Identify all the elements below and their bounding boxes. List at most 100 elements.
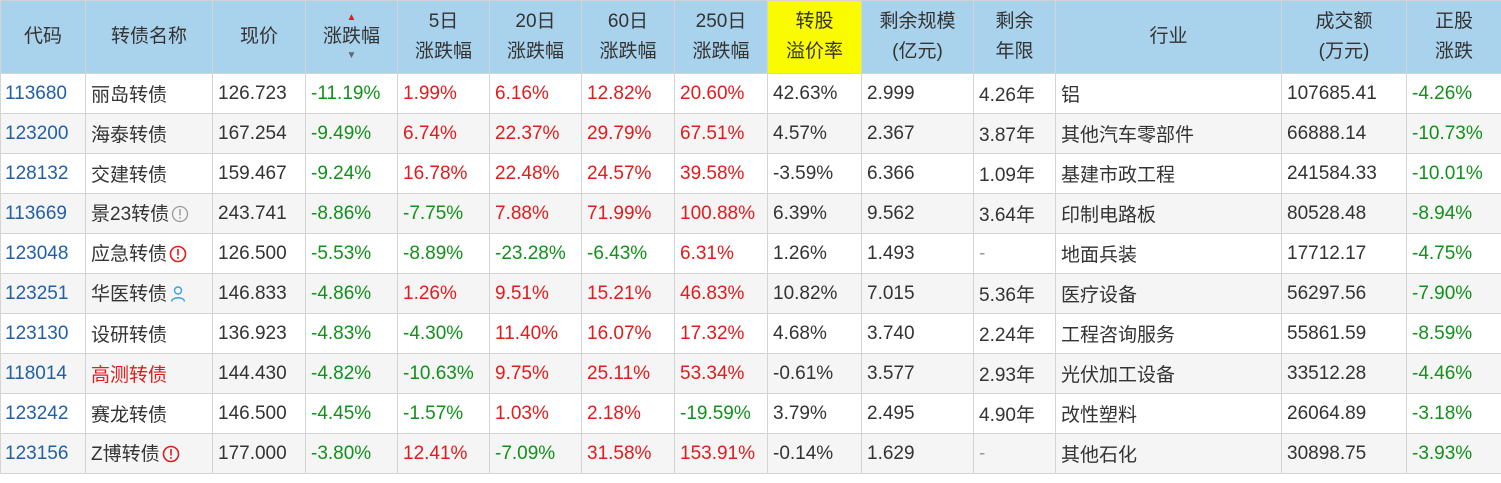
header-60d-change[interactable]: 60日 涨跌幅 [581,0,675,74]
cell-change-text: -4.45% [311,402,372,424]
table-row[interactable]: 123242 赛龙转债 146.500 -4.45% -1.57% 1.03% 2.18% -… [0,393,1501,434]
cell-industry-text: 改性塑料 [1061,405,1138,426]
cell-volume-text: 56297.56 [1287,282,1367,304]
cell-premium-text: -0.61% [773,362,834,384]
cell-years-text: - [979,242,986,264]
cell-20d-change-text: 6.16% [495,82,549,104]
table-row[interactable]: 123130 设研转债 136.923 -4.83% -4.30% 11.40% 16.07… [0,313,1501,354]
table-row[interactable]: 123251 华医转债 146.833 -4.86% 1.26% 9.51% 15.21% 4… [0,273,1501,314]
header-code[interactable]: 代码 [0,0,86,74]
cell-5d-change-text: -8.89% [403,242,464,264]
cell-stock-change: -4.75% [1406,233,1501,274]
cell-premium-text: 42.63% [773,82,838,104]
cell-name-text[interactable]: 海泰转债 [91,125,168,146]
header-premium[interactable]: 转股 溢价率 [767,0,862,74]
cell-name[interactable]: 赛龙转债 [85,393,213,434]
cell-code-text[interactable]: 123200 [5,122,69,144]
header-stock-change[interactable]: 正股 涨跌 [1406,0,1501,74]
cell-code[interactable]: 123242 [0,393,86,434]
table-row[interactable]: 128132 交建转债 159.467 -9.24% 16.78% 22.48% 24.57… [0,153,1501,194]
cell-name[interactable]: 应急转债 [85,233,213,274]
cell-name-text[interactable]: 应急转债 [91,243,168,265]
cell-code[interactable]: 128132 [0,153,86,194]
table-row[interactable]: 123048 应急转债 126.500 -5.53% -8.89% -23.28% -6.4… [0,233,1501,274]
header-years[interactable]: 剩余 年限 [973,0,1056,74]
cell-stock-change-text: -4.75% [1412,242,1473,264]
cell-code-text[interactable]: 113680 [5,82,67,104]
cell-code-text[interactable]: 118014 [5,362,67,384]
cell-name-text[interactable]: 赛龙转债 [91,405,168,426]
cell-code[interactable]: 113669 [0,193,86,234]
cell-code[interactable]: 113680 [0,73,86,114]
user-icon[interactable] [169,285,187,309]
cell-code[interactable]: 123156 [0,433,86,474]
cell-premium-text: 1.26% [773,242,827,264]
cell-name[interactable]: 华医转债 [85,273,213,314]
cell-code[interactable]: 123251 [0,273,86,314]
header-change[interactable]: ▲ 涨跌幅 ▼ [305,0,398,74]
sort-desc-icon[interactable]: ▼ [346,50,357,61]
sort-asc-icon[interactable]: ▲ [346,12,357,23]
cell-name-text[interactable]: 丽岛转债 [91,85,168,106]
cell-code-text[interactable]: 123130 [5,322,69,344]
alert-icon[interactable] [169,245,187,269]
table-row[interactable]: 123156 Z博转债 177.000 -3.80% 12.41% -7.09% 31.58… [0,433,1501,474]
table-row[interactable]: 123200 海泰转债 167.254 -9.49% 6.74% 22.37% 29.79%… [0,113,1501,154]
alert-icon[interactable] [162,445,180,469]
cell-change-text: -3.80% [311,442,372,464]
header-scale[interactable]: 剩余规模 (亿元) [861,0,974,74]
cell-stock-change-text: -8.59% [1412,322,1473,344]
header-volume[interactable]: 成交额 (万元) [1281,0,1407,74]
cell-5d-change: 16.78% [397,153,490,194]
cell-name-text[interactable]: 华医转债 [91,283,168,305]
cell-name[interactable]: 景23转债 [85,193,213,234]
cell-name-text[interactable]: 交建转债 [91,165,168,186]
info-icon[interactable] [171,205,189,229]
cell-scale: 9.562 [861,193,974,234]
header-name[interactable]: 转债名称 [85,0,213,74]
cell-industry: 其他汽车零部件 [1055,113,1282,154]
cell-name[interactable]: Z博转债 [85,433,213,474]
cell-code[interactable]: 123200 [0,113,86,154]
cell-name[interactable]: 高测转债 [85,353,213,394]
cell-stock-change: -10.01% [1406,153,1501,194]
header-5d-change[interactable]: 5日 涨跌幅 [397,0,490,74]
cell-scale: 6.366 [861,153,974,194]
header-price[interactable]: 现价 [212,0,306,74]
cell-name[interactable]: 设研转债 [85,313,213,354]
cell-premium-text: 6.39% [773,202,827,224]
cell-volume-text: 30898.75 [1287,442,1367,464]
cell-name[interactable]: 交建转债 [85,153,213,194]
header-industry[interactable]: 行业 [1055,0,1282,74]
cell-code-text[interactable]: 123156 [5,442,69,464]
table-row[interactable]: 113680 丽岛转债 126.723 -11.19% 1.99% 6.16% 12.82%… [0,73,1501,114]
cell-name[interactable]: 丽岛转债 [85,73,213,114]
cell-price: 167.254 [212,113,306,154]
cell-code[interactable]: 123048 [0,233,86,274]
cell-code-text[interactable]: 123048 [5,242,69,264]
cell-name[interactable]: 海泰转债 [85,113,213,154]
cell-name-text[interactable]: 高测转债 [91,365,168,386]
cell-code-text[interactable]: 123242 [5,402,69,424]
header-250d-change[interactable]: 250日 涨跌幅 [674,0,768,74]
cell-code-text[interactable]: 123251 [5,282,69,304]
cell-60d-change-text: 31.58% [587,442,652,464]
cell-stock-change-text: -3.93% [1412,442,1473,464]
cell-name-text[interactable]: Z博转债 [91,443,160,465]
cell-60d-change-text: 15.21% [587,282,652,304]
cell-code-text[interactable]: 113669 [5,202,67,224]
cell-name-text[interactable]: 设研转债 [91,325,168,346]
cell-250d-change-text: 46.83% [680,282,745,304]
cell-code-text[interactable]: 128132 [5,162,69,184]
cell-code[interactable]: 118014 [0,353,86,394]
cell-change-text: -9.24% [311,162,372,184]
cell-code[interactable]: 123130 [0,313,86,354]
cell-name-text[interactable]: 景23转债 [91,203,170,225]
cell-years-text: 2.93年 [979,365,1035,386]
table-row[interactable]: 118014 高测转债 144.430 -4.82% -10.63% 9.75% 25.11… [0,353,1501,394]
header-20d-line1: 20日 [515,11,556,32]
table-row[interactable]: 113669 景23转债 243.741 -8.86% -7.75% 7.88% 71.99… [0,193,1501,234]
cell-years: 1.09年 [973,153,1056,194]
header-20d-change[interactable]: 20日 涨跌幅 [489,0,582,74]
